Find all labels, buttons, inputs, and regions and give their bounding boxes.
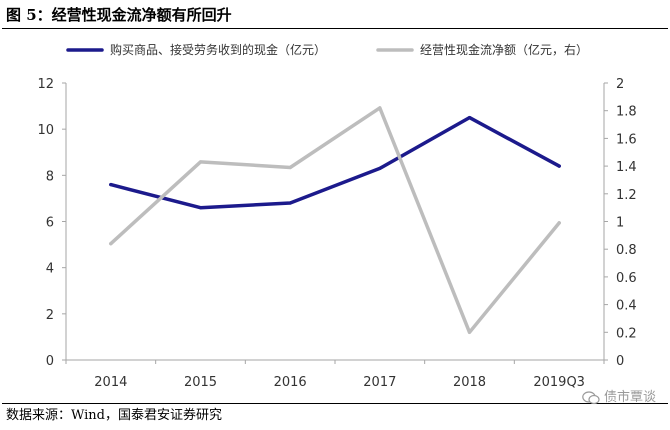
x-tick-label: 2016 bbox=[274, 375, 307, 390]
left-tick-label: 2 bbox=[46, 308, 54, 323]
left-tick-label: 12 bbox=[37, 77, 54, 92]
right-tick-label: 1 bbox=[616, 216, 624, 231]
right-tick-label: 1.8 bbox=[616, 105, 637, 120]
left-tick-label: 6 bbox=[46, 216, 54, 231]
data-point-1 bbox=[557, 164, 561, 168]
right-tick-label: 0.6 bbox=[616, 271, 637, 286]
axes: 0 2 4 6 8 10 12 0 0.2 0.4 0.6 0.8 1 1.2 1.4 1.6 1.8 2 2014… bbox=[37, 77, 636, 390]
data-point-1 bbox=[378, 166, 382, 171]
left-tick-label: 4 bbox=[46, 262, 54, 277]
data-point-2 bbox=[198, 160, 203, 164]
x-tick-label: 2019Q3 bbox=[533, 375, 585, 390]
data-point-1 bbox=[109, 182, 113, 187]
left-tick-label: 0 bbox=[46, 354, 54, 369]
bottom-rule bbox=[2, 403, 668, 404]
watermark: 债市覃谈 bbox=[582, 388, 656, 408]
right-tick-label: 1.4 bbox=[616, 160, 637, 175]
left-tick-label: 8 bbox=[46, 169, 54, 184]
right-tick-label: 1.6 bbox=[616, 132, 637, 147]
series-layer bbox=[109, 106, 561, 335]
right-tick-label: 1.2 bbox=[616, 188, 637, 203]
data-point-1 bbox=[288, 201, 292, 205]
legend-label-2: 经营性现金流净额（亿元，右） bbox=[420, 42, 588, 57]
figure-title: 图 5：经营性现金流净额有所回升 bbox=[6, 6, 232, 24]
data-point-1 bbox=[198, 206, 203, 210]
legend-label-1: 购买商品、接受劳务收到的现金（亿元） bbox=[110, 42, 326, 57]
x-tick-label: 2017 bbox=[363, 375, 396, 390]
wechat-icon bbox=[582, 391, 600, 405]
watermark-text: 债市覃谈 bbox=[603, 390, 656, 405]
data-point-2 bbox=[557, 221, 561, 225]
x-tick-label: 2018 bbox=[453, 375, 486, 390]
line-chart: 购买商品、接受劳务收到的现金（亿元） 经营性现金流净额（亿元，右） 0246810… bbox=[37, 42, 636, 390]
data-point-2 bbox=[288, 165, 292, 170]
series-line-1 bbox=[109, 115, 561, 210]
x-tick-label: 2014 bbox=[94, 375, 127, 390]
data-point-2 bbox=[378, 106, 382, 110]
data-point-1 bbox=[467, 116, 472, 120]
right-tick-label: 2 bbox=[616, 77, 624, 92]
data-point-2 bbox=[109, 242, 113, 246]
right-tick-label: 0.8 bbox=[616, 243, 637, 258]
left-tick-label: 10 bbox=[37, 123, 54, 138]
title-rule bbox=[2, 28, 668, 29]
legend: 购买商品、接受劳务收到的现金（亿元） 经营性现金流净额（亿元，右） bbox=[66, 42, 588, 57]
source-note: 数据来源：Wind，国泰君安证券研究 bbox=[6, 408, 222, 423]
right-tick-label: 0.2 bbox=[616, 326, 637, 341]
right-tick-label: 0.4 bbox=[616, 299, 637, 314]
right-tick-label: 0 bbox=[616, 354, 624, 369]
series-line-2 bbox=[109, 106, 561, 335]
x-tick-label: 2015 bbox=[184, 375, 217, 390]
data-point-2 bbox=[467, 330, 472, 334]
